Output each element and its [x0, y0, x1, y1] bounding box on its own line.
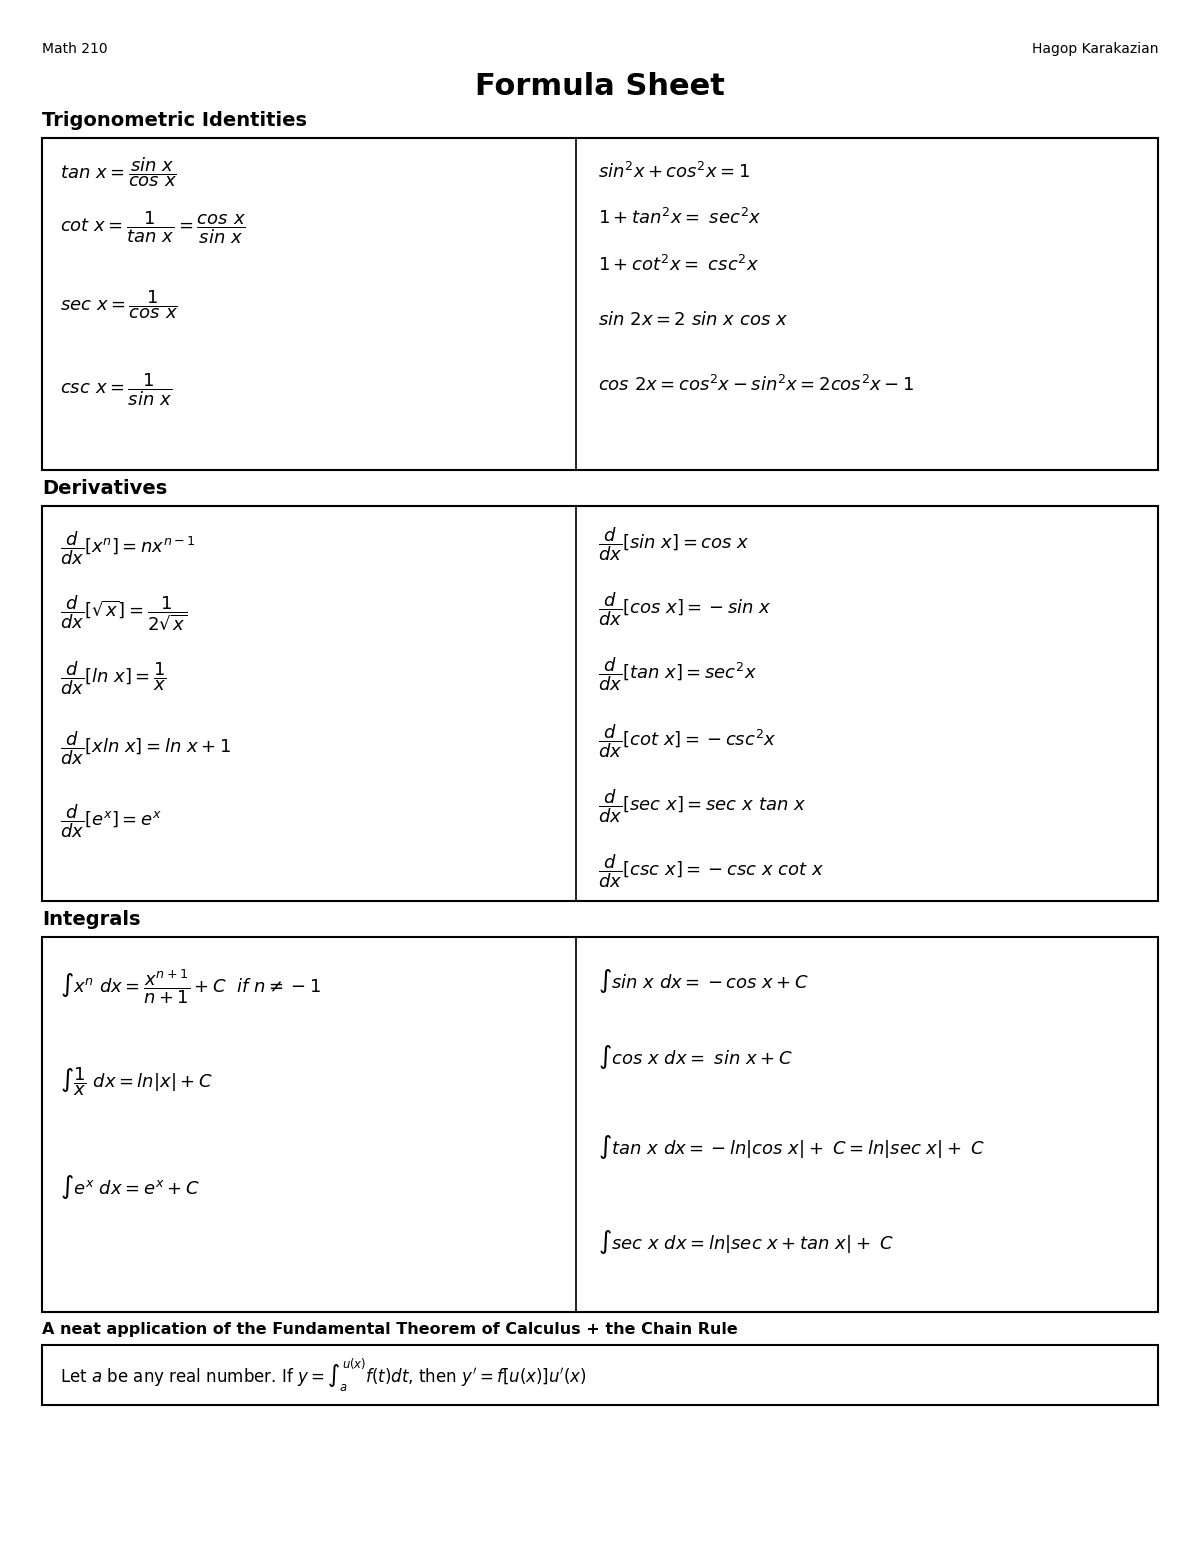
Text: $\dfrac{d}{dx}[x^n] = nx^{n-1}$: $\dfrac{d}{dx}[x^n] = nx^{n-1}$ — [60, 530, 196, 567]
Text: Derivatives: Derivatives — [42, 478, 167, 499]
Text: $\dfrac{d}{dx}[csc\ x] = -csc\ x\ cot\ x$: $\dfrac{d}{dx}[csc\ x] = -csc\ x\ cot\ x… — [598, 853, 824, 890]
Text: $csc\ x = \dfrac{1}{sin\ x}$: $csc\ x = \dfrac{1}{sin\ x}$ — [60, 371, 172, 408]
Bar — [42, 936, 1158, 1312]
Text: $\int e^x\ dx = e^x + C$: $\int e^x\ dx = e^x + C$ — [60, 1173, 199, 1200]
Text: $sin^2x + cos^2x = 1$: $sin^2x + cos^2x = 1$ — [598, 162, 750, 182]
Text: $\int sec\ x\ dx = ln|sec\ x + tan\ x| +\ C$: $\int sec\ x\ dx = ln|sec\ x + tan\ x| +… — [598, 1228, 894, 1256]
Text: $\dfrac{d}{dx}[e^x] = e^x$: $\dfrac{d}{dx}[e^x] = e^x$ — [60, 803, 162, 840]
Text: Trigonometric Identities: Trigonometric Identities — [42, 110, 307, 130]
Text: $1 + cot^2x =\ csc^2x$: $1 + cot^2x =\ csc^2x$ — [598, 255, 760, 275]
Text: A neat application of the Fundamental Theorem of Calculus + the Chain Rule: A neat application of the Fundamental Th… — [42, 1322, 738, 1337]
Text: $\dfrac{d}{dx}[\sqrt{x}] = \dfrac{1}{2\sqrt{x}}$: $\dfrac{d}{dx}[\sqrt{x}] = \dfrac{1}{2\s… — [60, 593, 187, 632]
Text: $\int tan\ x\ dx = -ln|cos\ x| +\ C = ln|sec\ x| +\ C$: $\int tan\ x\ dx = -ln|cos\ x| +\ C = ln… — [598, 1134, 985, 1162]
Text: $tan\ x = \dfrac{sin\ x}{cos\ x}$: $tan\ x = \dfrac{sin\ x}{cos\ x}$ — [60, 155, 178, 189]
Text: $\dfrac{d}{dx}[tan\ x] = sec^2x$: $\dfrac{d}{dx}[tan\ x] = sec^2x$ — [598, 655, 757, 693]
Text: $cot\ x = \dfrac{1}{tan\ x} = \dfrac{cos\ x}{sin\ x}$: $cot\ x = \dfrac{1}{tan\ x} = \dfrac{cos… — [60, 210, 246, 247]
Text: $cos\ 2x = cos^2x - sin^2x = 2cos^2x - 1$: $cos\ 2x = cos^2x - sin^2x = 2cos^2x - 1… — [598, 374, 914, 394]
Text: Math 210: Math 210 — [42, 42, 108, 56]
Bar — [42, 506, 1158, 901]
Bar — [42, 138, 1158, 471]
Text: $1 + tan^2x =\ sec^2x$: $1 + tan^2x =\ sec^2x$ — [598, 208, 762, 228]
Text: $\dfrac{d}{dx}[cot\ x] = -csc^2x$: $\dfrac{d}{dx}[cot\ x] = -csc^2x$ — [598, 722, 776, 759]
Text: $sec\ x = \dfrac{1}{cos\ x}$: $sec\ x = \dfrac{1}{cos\ x}$ — [60, 289, 178, 321]
Text: $\int \dfrac{1}{x}\ dx = ln|x| + C$: $\int \dfrac{1}{x}\ dx = ln|x| + C$ — [60, 1065, 212, 1098]
Text: $\dfrac{d}{dx}[cos\ x] = -sin\ x$: $\dfrac{d}{dx}[cos\ x] = -sin\ x$ — [598, 590, 772, 627]
Text: Let $a$ be any real number. If $y = \int_{a}^{u(x)} f(t)dt$, then $y^{\prime} = : Let $a$ be any real number. If $y = \int… — [60, 1356, 587, 1393]
Text: $\dfrac{d}{dx}[sec\ x] = sec\ x\ tan\ x$: $\dfrac{d}{dx}[sec\ x] = sec\ x\ tan\ x$ — [598, 787, 806, 825]
Text: Integrals: Integrals — [42, 910, 140, 929]
Text: $\dfrac{d}{dx}[sin\ x] = cos\ x$: $\dfrac{d}{dx}[sin\ x] = cos\ x$ — [598, 525, 750, 562]
Text: Hagop Karakazian: Hagop Karakazian — [1032, 42, 1158, 56]
Text: $\int cos\ x\ dx =\ sin\ x + C$: $\int cos\ x\ dx =\ sin\ x + C$ — [598, 1044, 793, 1072]
Bar — [42, 1345, 1158, 1405]
Text: $sin\ 2x = 2\ sin\ x\ cos\ x$: $sin\ 2x = 2\ sin\ x\ cos\ x$ — [598, 311, 788, 329]
Text: $\int sin\ x\ dx = -cos\ x + C$: $\int sin\ x\ dx = -cos\ x + C$ — [598, 968, 809, 995]
Text: $\int x^n\ dx = \dfrac{x^{n+1}}{n+1} + C\ \ if\ n \neq -1$: $\int x^n\ dx = \dfrac{x^{n+1}}{n+1} + C… — [60, 968, 322, 1006]
Text: $\dfrac{d}{dx}[ln\ x] = \dfrac{1}{x}$: $\dfrac{d}{dx}[ln\ x] = \dfrac{1}{x}$ — [60, 658, 167, 697]
Text: Formula Sheet: Formula Sheet — [475, 71, 725, 101]
Text: $\dfrac{d}{dx}[xln\ x] = ln\ x + 1$: $\dfrac{d}{dx}[xln\ x] = ln\ x + 1$ — [60, 730, 230, 767]
